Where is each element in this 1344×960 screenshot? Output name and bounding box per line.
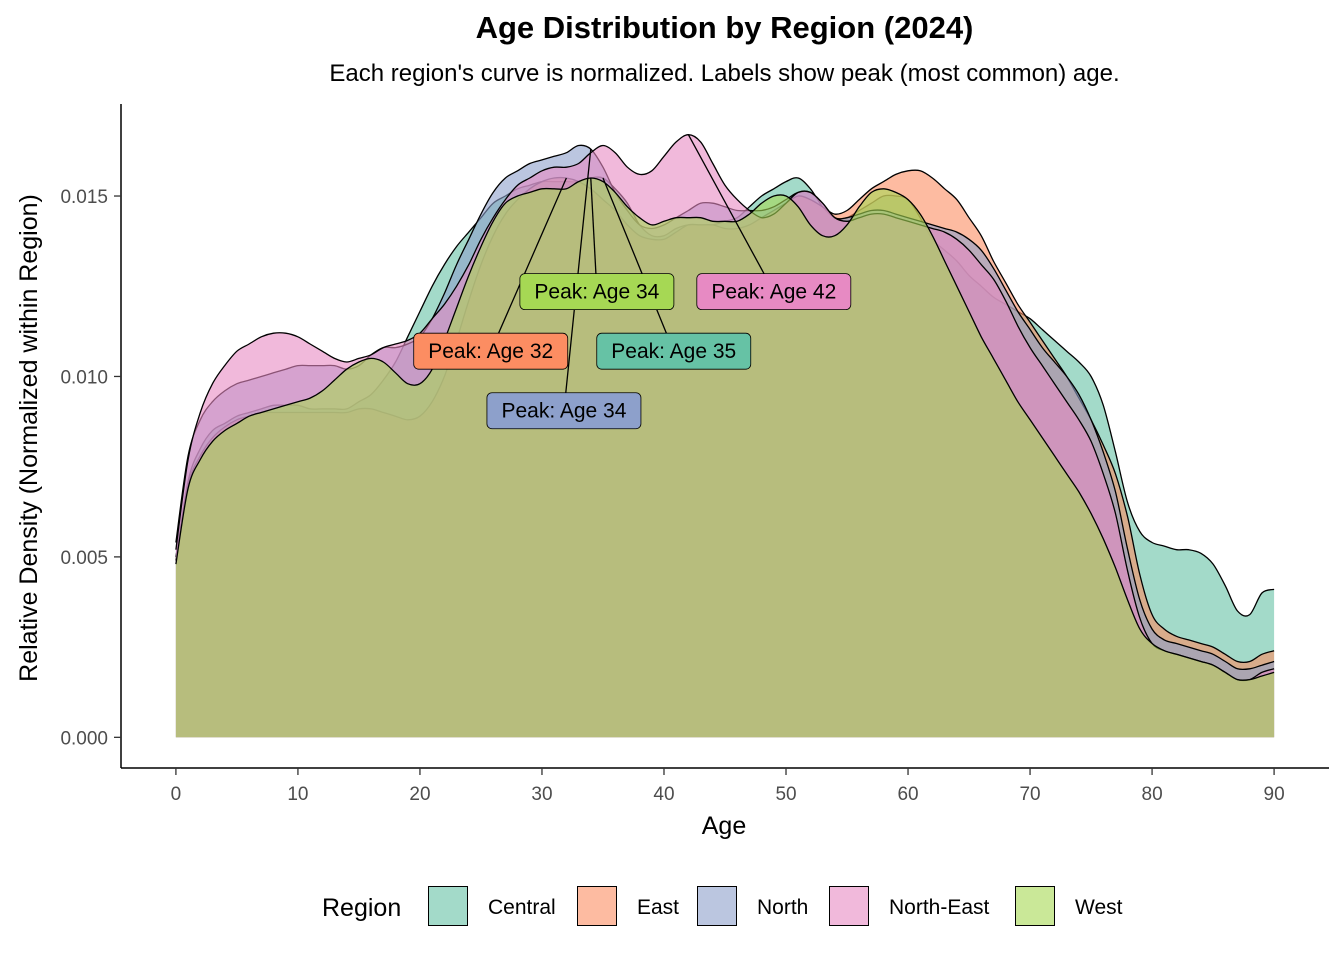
legend-title: Region [322, 894, 402, 922]
legend-label-north: North [757, 896, 809, 919]
peak-label-text: Peak: Age 35 [611, 340, 736, 363]
x-tick-label: 80 [1142, 784, 1163, 805]
peak-label-box [486, 392, 642, 430]
x-tick-label: 50 [775, 784, 796, 805]
peak-label-box [413, 332, 569, 370]
axes: 0 10 20 30 40 50 60 70 80 90 0.000 0.005 0.010 0.015 [60, 104, 1329, 805]
y-tick-label: 0.000 [60, 728, 108, 749]
peak-label-box [696, 273, 852, 311]
peak-label-text: Peak: Age 32 [428, 340, 553, 363]
y-tick-label: 0.005 [60, 548, 108, 569]
peak-label-text: Peak: Age 34 [501, 400, 626, 423]
x-tick-label: 60 [897, 784, 918, 805]
legend-key-north-east [829, 886, 869, 926]
x-tick-label: 70 [1019, 784, 1040, 805]
x-tick-label: 0 [171, 784, 182, 805]
legend-key-central [428, 886, 468, 926]
legend-key-east [577, 886, 617, 926]
x-tick-label: 40 [653, 784, 674, 805]
x-tick-label: 10 [287, 784, 308, 805]
chart-title: Age Distribution by Region (2024) [475, 10, 974, 45]
x-tick-label: 30 [531, 784, 552, 805]
peak-label-box [596, 332, 752, 370]
legend: Region Central East North North-East West [0, 884, 1344, 932]
density-areas [175, 134, 1275, 738]
legend-label-east: East [637, 896, 680, 919]
peak-annotations: Peak: Age 34 Peak: Age 42 Peak: Age 32 Peak… [413, 134, 852, 430]
chart-subtitle: Each region's curve is normalized. Label… [329, 60, 1120, 87]
legend-label-central: Central [488, 896, 556, 919]
peak-label-box [519, 273, 675, 311]
legend-key-west [1015, 886, 1055, 926]
legend-label-north-east: North-East [889, 896, 990, 919]
peak-label-text: Peak: Age 34 [534, 281, 659, 304]
x-tick-label: 20 [409, 784, 430, 805]
peak-leader-line [590, 177, 598, 292]
density-outline-north-east [175, 134, 1275, 682]
peak-leader-line [687, 134, 775, 292]
y-axis-title: Relative Density (Normalized within Regi… [15, 194, 43, 682]
peak-leader-line [602, 177, 675, 352]
x-axis-title: Age [702, 812, 746, 840]
x-tick-label: 90 [1264, 784, 1285, 805]
density-outline-west [175, 177, 1275, 681]
y-tick-label: 0.015 [60, 187, 108, 208]
density-area-west [175, 178, 1275, 738]
legend-key-north [697, 886, 737, 926]
legend-label-west: West [1075, 896, 1123, 919]
peak-leader-line [490, 177, 567, 352]
peak-label-text: Peak: Age 42 [711, 281, 836, 304]
y-tick-label: 0.010 [60, 367, 108, 388]
plot-area: 0 10 20 30 40 50 60 70 80 900.0000.0050.0100.015 … [15, 104, 1329, 840]
